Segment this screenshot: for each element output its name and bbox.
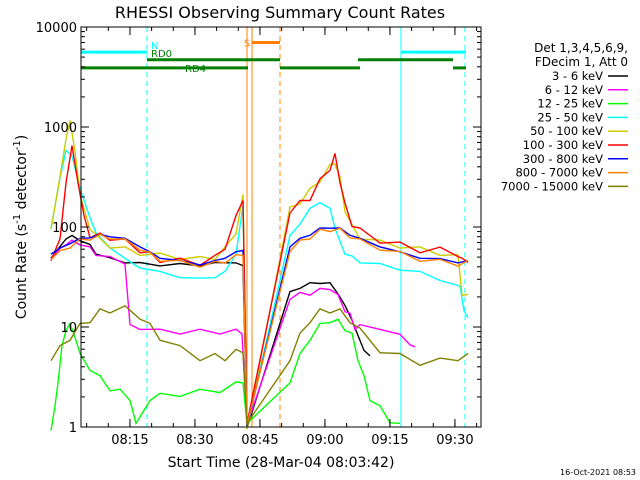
y-tick-label-3: 1000: [44, 121, 77, 136]
state-label-1: RD0: [151, 49, 172, 60]
y-tick-label-2: 100: [52, 221, 77, 236]
series-line-7: [50, 227, 469, 425]
legend-label-4: 50 - 100 keV: [530, 124, 603, 138]
legend-label-3: 25 - 50 keV: [537, 110, 603, 124]
x-tick-label-3: 09:00: [306, 433, 343, 448]
series-line-4: [50, 120, 469, 430]
x-tick-label-4: 09:15: [371, 433, 408, 448]
y-tick-label-1: 10: [60, 321, 77, 336]
y-tick-label-4: 10000: [36, 21, 77, 36]
legend-header-2: FDecim 1, Att 0: [535, 55, 628, 69]
legend-header-1: Det 1,3,4,5,6,9,: [534, 41, 628, 55]
x-tick-label-5: 09:30: [436, 433, 473, 448]
legend-label-0: 3 - 6 keV: [552, 69, 603, 83]
footer-date: 16-Oct-2021 08:53: [560, 468, 636, 477]
state-label-3: S: [244, 38, 250, 49]
legend-label-1: 6 - 12 keV: [545, 83, 603, 97]
x-tick-label-2: 08:45: [241, 433, 278, 448]
axis-ticks: 1 10 100 1000 10000 08:15 08:30 08:45 09:00 09:15…: [36, 21, 481, 448]
legend-label-6: 300 - 800 keV: [523, 152, 603, 166]
svg-text:Count Rate (s-1 detector-1): Count Rate (s-1 detector-1): [12, 135, 30, 319]
y-axis-label: Count Rate (s-1 detector-1): [12, 135, 30, 319]
plot-frame: [80, 26, 482, 428]
legend-label-2: 12 - 25 keV: [537, 97, 603, 111]
series-line-5: [50, 145, 469, 424]
y-tick-label-0: 1: [69, 421, 77, 436]
series-line-1: [50, 239, 416, 425]
state-label-0: N: [151, 41, 158, 52]
series-line-2: [50, 318, 401, 431]
legend-label-5: 100 - 300 keV: [523, 138, 603, 152]
x-tick-label-1: 08:30: [176, 433, 213, 448]
state-label-2: RD4: [185, 64, 206, 75]
legend-label-8: 7000 - 15000 keV: [501, 179, 603, 193]
x-tick-label-0: 08:15: [111, 433, 148, 448]
series-line-8: [50, 304, 469, 426]
chart-title: RHESSI Observing Summary Count Rates: [115, 3, 445, 22]
x-axis-label: Start Time (28-Mar-04 08:03:42): [168, 455, 395, 471]
legend-label-7: 800 - 7000 keV: [515, 166, 603, 180]
